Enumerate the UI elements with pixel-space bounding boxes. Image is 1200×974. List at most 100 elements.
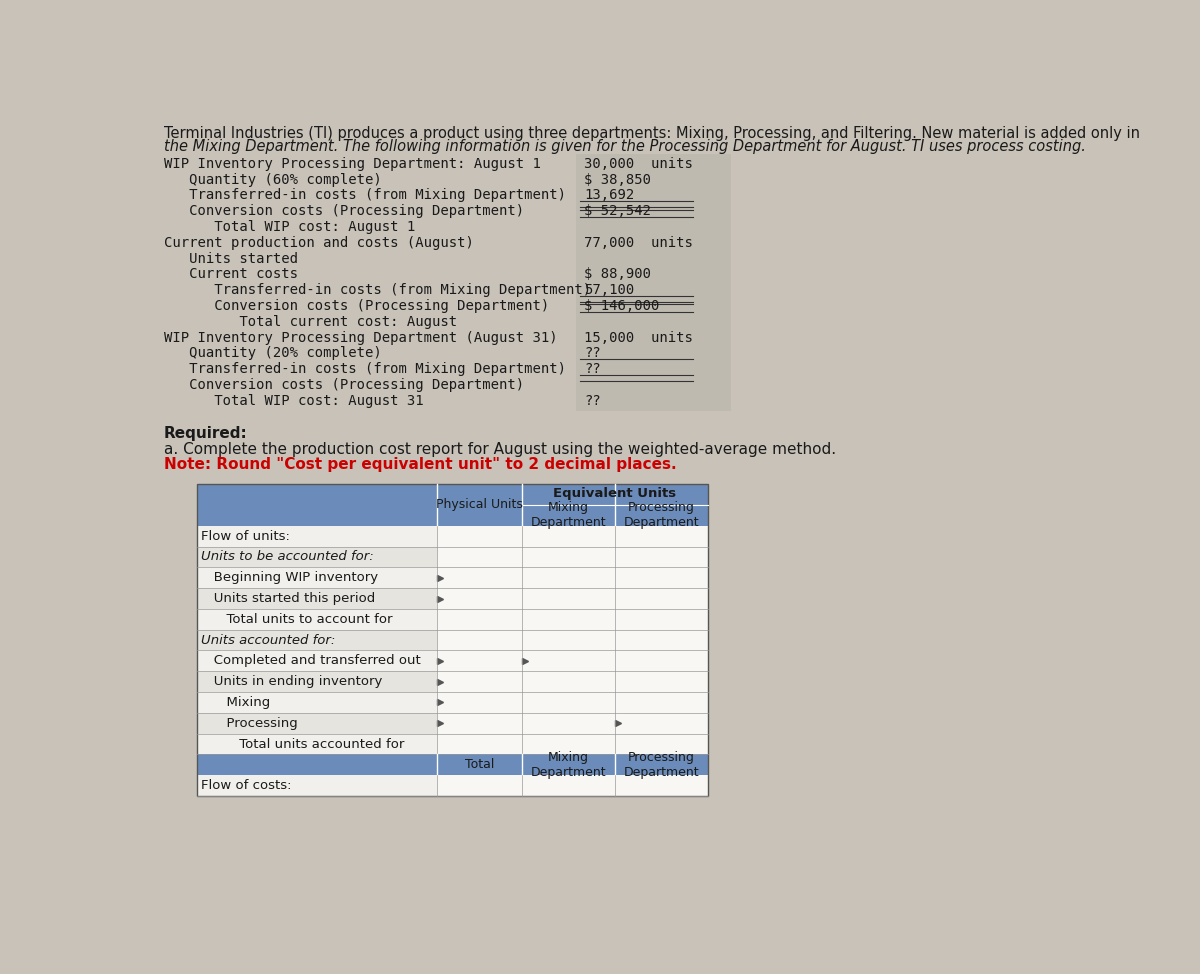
Bar	[197, 546, 708, 567]
Text: Beginning WIP inventory: Beginning WIP inventory	[202, 571, 378, 584]
Bar	[437, 609, 522, 630]
Bar	[522, 733, 616, 755]
Text: Transferred-in costs (from Mixing Department): Transferred-in costs (from Mixing Depart…	[164, 189, 566, 203]
Text: 57,100: 57,100	[584, 283, 635, 297]
Bar	[522, 546, 616, 567]
Bar	[197, 651, 708, 671]
Text: Transferred-in costs (from Mixing Department): Transferred-in costs (from Mixing Depart…	[164, 362, 566, 376]
Bar	[197, 693, 708, 713]
Bar	[437, 526, 522, 546]
Text: Units started this period: Units started this period	[202, 592, 376, 605]
Bar	[197, 733, 708, 755]
Text: Transferred-in costs (from Mixing Department): Transferred-in costs (from Mixing Depart…	[164, 283, 592, 297]
Text: Total units accounted for: Total units accounted for	[202, 737, 404, 751]
Bar	[197, 609, 708, 630]
Bar	[522, 671, 616, 693]
Text: WIP Inventory Processing Department (August 31): WIP Inventory Processing Department (Aug…	[164, 330, 558, 345]
Text: $ 52,542: $ 52,542	[584, 205, 650, 218]
Bar	[522, 775, 616, 796]
Text: Total WIP cost: August 31: Total WIP cost: August 31	[164, 393, 424, 408]
Bar	[616, 713, 708, 733]
Bar	[197, 713, 708, 733]
Bar	[437, 671, 522, 693]
Text: the Mixing Department. The following information is given for the Processing Dep: the Mixing Department. The following inf…	[164, 139, 1086, 154]
Text: a. Complete the production cost report for August using the weighted-average met: a. Complete the production cost report f…	[164, 442, 836, 457]
Text: Conversion costs (Processing Department): Conversion costs (Processing Department)	[164, 378, 524, 392]
Bar	[576, 154, 731, 411]
Text: 77,000  units: 77,000 units	[584, 236, 692, 250]
Bar	[437, 733, 522, 755]
Text: Processing: Processing	[202, 717, 298, 730]
Bar	[616, 733, 708, 755]
Text: Mixing
Department: Mixing Department	[530, 751, 606, 779]
Text: Note: Round "Cost per equivalent unit" to 2 decimal places.: Note: Round "Cost per equivalent unit" t…	[164, 457, 677, 472]
Bar	[522, 651, 616, 671]
Text: Units to be accounted for:: Units to be accounted for:	[202, 550, 374, 563]
Bar	[437, 651, 522, 671]
Bar	[197, 526, 708, 546]
Bar	[197, 588, 708, 609]
Text: Required:: Required:	[164, 427, 247, 441]
Text: 13,692: 13,692	[584, 189, 635, 203]
Bar	[522, 567, 616, 588]
Text: ??: ??	[584, 347, 601, 360]
Text: Total: Total	[464, 759, 494, 771]
Bar	[522, 609, 616, 630]
Text: 30,000  units: 30,000 units	[584, 157, 692, 170]
Text: Quantity (60% complete): Quantity (60% complete)	[164, 172, 382, 187]
Bar	[437, 713, 522, 733]
Text: $ 88,900: $ 88,900	[584, 268, 650, 281]
Text: WIP Inventory Processing Department: August 1: WIP Inventory Processing Department: Aug…	[164, 157, 541, 170]
Text: Conversion costs (Processing Department): Conversion costs (Processing Department)	[164, 299, 550, 313]
Text: Flow of units:: Flow of units:	[202, 530, 290, 543]
Bar	[522, 588, 616, 609]
Bar	[616, 630, 708, 651]
Text: Completed and transferred out: Completed and transferred out	[202, 655, 421, 667]
Text: Quantity (20% complete): Quantity (20% complete)	[164, 347, 382, 360]
Text: Total units to account for: Total units to account for	[202, 613, 392, 626]
Text: Processing
Department: Processing Department	[624, 751, 700, 779]
Bar	[197, 755, 708, 775]
Bar	[197, 484, 708, 526]
Bar	[437, 630, 522, 651]
Text: Physical Units: Physical Units	[436, 499, 523, 511]
Bar	[437, 546, 522, 567]
Bar	[616, 567, 708, 588]
Bar	[616, 546, 708, 567]
Bar	[616, 671, 708, 693]
Bar	[522, 713, 616, 733]
Text: 15,000  units: 15,000 units	[584, 330, 692, 345]
Text: Mixing: Mixing	[202, 696, 270, 709]
Bar	[522, 526, 616, 546]
Bar	[616, 693, 708, 713]
Text: Total WIP cost: August 1: Total WIP cost: August 1	[164, 220, 415, 234]
Bar	[197, 775, 708, 796]
Text: $ 38,850: $ 38,850	[584, 172, 650, 187]
Bar	[616, 588, 708, 609]
Bar	[197, 484, 708, 796]
Bar	[522, 630, 616, 651]
Bar	[437, 588, 522, 609]
Bar	[437, 567, 522, 588]
Text: Terminal Industries (TI) produces a product using three departments: Mixing, Pro: Terminal Industries (TI) produces a prod…	[164, 126, 1140, 141]
Text: Units started: Units started	[164, 251, 298, 266]
Text: Conversion costs (Processing Department): Conversion costs (Processing Department)	[164, 205, 524, 218]
Text: Current costs: Current costs	[164, 268, 298, 281]
Text: Current production and costs (August): Current production and costs (August)	[164, 236, 474, 250]
Bar	[197, 630, 708, 651]
Text: Units accounted for:: Units accounted for:	[202, 634, 336, 647]
Bar	[437, 693, 522, 713]
Bar	[437, 775, 522, 796]
Text: Processing
Department: Processing Department	[624, 502, 700, 529]
Bar	[616, 526, 708, 546]
Text: Mixing
Department: Mixing Department	[530, 502, 606, 529]
Text: $ 146,000: $ 146,000	[584, 299, 659, 313]
Text: Units in ending inventory: Units in ending inventory	[202, 675, 383, 689]
Bar	[616, 775, 708, 796]
Bar	[616, 609, 708, 630]
Bar	[616, 651, 708, 671]
Bar	[197, 671, 708, 693]
Text: Total current cost: August: Total current cost: August	[164, 315, 457, 329]
Text: Equivalent Units: Equivalent Units	[553, 487, 677, 500]
Bar	[197, 567, 708, 588]
